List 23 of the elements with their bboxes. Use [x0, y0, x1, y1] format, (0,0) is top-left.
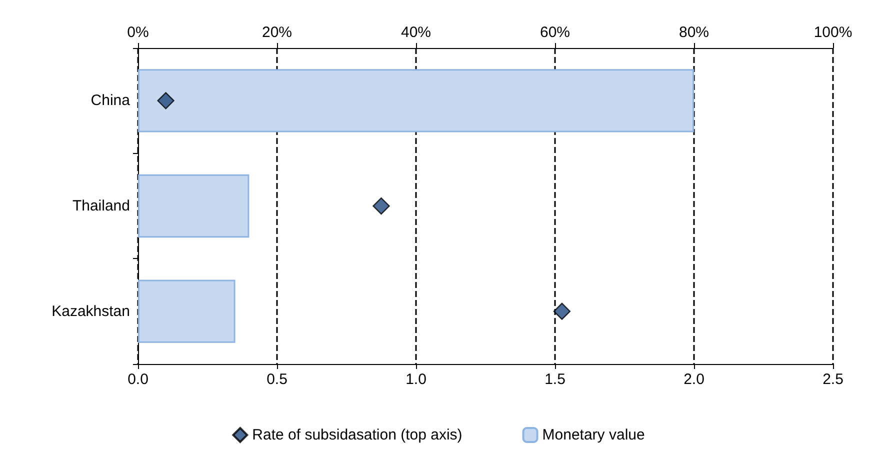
- x-tick-label: 1.5: [544, 371, 566, 388]
- x-tick-label: 1.0: [406, 371, 426, 388]
- y-tick-label: China: [90, 92, 131, 110]
- legend-label: Monetary value: [542, 426, 645, 444]
- y-tick-label: Kazakhstan: [52, 302, 130, 320]
- x2-tick-label: 0%: [127, 24, 149, 41]
- x2-tick-label: 40%: [400, 24, 432, 41]
- point: [553, 302, 571, 320]
- x2-tick-label: 80%: [678, 24, 710, 41]
- y-tick-label: Thailand: [72, 198, 130, 214]
- x-tick-label: 2.0: [684, 371, 704, 388]
- legend-label: Rate of subsidasation (top axis): [252, 426, 462, 444]
- bar: [138, 174, 250, 238]
- point: [372, 197, 390, 215]
- bar: [138, 69, 694, 132]
- bar: [138, 280, 236, 343]
- x2-tick-label: 60%: [540, 24, 570, 41]
- x-tick-label: 0.0: [128, 371, 148, 388]
- point: [157, 92, 174, 110]
- x2-tick-label: 20%: [262, 24, 292, 41]
- x2-tick-label: 100%: [814, 24, 852, 41]
- x-tick-label: 0.5: [266, 371, 288, 388]
- x-tick-label: 2.5: [822, 371, 844, 388]
